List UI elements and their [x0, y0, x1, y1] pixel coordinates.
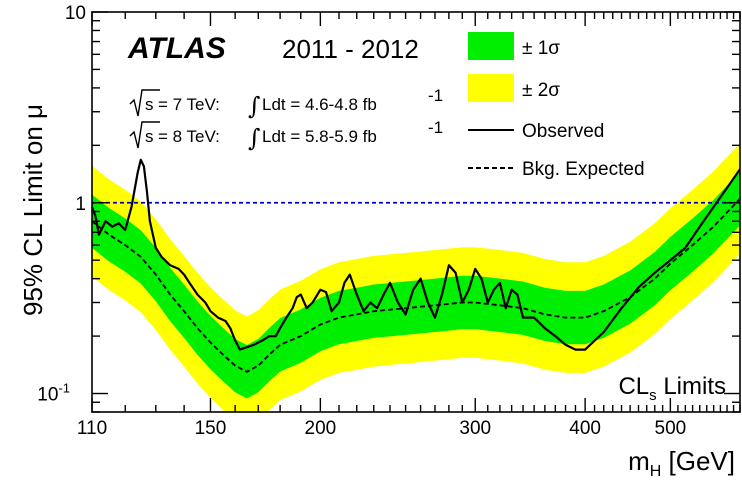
- y-axis-title: 95% CL Limit on μ: [18, 104, 48, 316]
- observed-line: [92, 158, 740, 351]
- x-tick-label: 300: [459, 418, 491, 439]
- years-label: 2011 - 2012: [282, 34, 419, 64]
- x-tick-label: 400: [569, 418, 601, 439]
- lumi-8-exponent: -1: [428, 118, 443, 137]
- experiment-label: ATLAS: [127, 32, 226, 65]
- axis-ticks: [91, 11, 741, 413]
- legend: ± 1σ ± 2σ Observed Bkg. Expected: [468, 32, 645, 180]
- integral-icon: ∫: [248, 124, 261, 152]
- x-axis-title: mH [GeV]: [628, 446, 735, 480]
- y-tick-label: 1: [75, 194, 86, 215]
- y-tick-label: 10-1: [37, 381, 70, 406]
- x-tick-label: 500: [655, 418, 687, 439]
- lumi-8-label: Ldt = 5.8-5.9 fb: [262, 127, 377, 146]
- sqrt-icon: [129, 121, 160, 149]
- x-tick-label: 200: [305, 418, 337, 439]
- legend-swatch-1sigma: [468, 32, 514, 60]
- energy-7-label: = 7 TeV:: [158, 95, 220, 114]
- y-tick-label: 10: [65, 3, 86, 24]
- legend-label-expected: Bkg. Expected: [522, 159, 645, 180]
- legend-swatch-2sigma: [468, 74, 514, 102]
- sqrt-s-label: s: [145, 127, 154, 146]
- x-tick-label: 150: [195, 418, 227, 439]
- x-tick-label: 110: [77, 418, 107, 439]
- integral-icon: ∫: [248, 92, 261, 120]
- series-lines: [92, 158, 740, 373]
- cls-annotation: CLs Limits: [618, 373, 726, 404]
- energy-8-label: = 8 TeV:: [158, 127, 220, 146]
- lumi-7-exponent: -1: [428, 86, 443, 105]
- lumi-7tev: s = 7 TeV: ∫ Ldt = 4.6-4.8 fb -1: [129, 86, 443, 120]
- legend-label-observed: Observed: [522, 121, 604, 142]
- lumi-8tev: s = 8 TeV: ∫ Ldt = 5.8-5.9 fb -1: [129, 118, 443, 152]
- legend-label-2sigma: ± 2σ: [522, 80, 560, 101]
- sqrt-icon: [129, 89, 160, 117]
- lumi-7-label: Ldt = 4.6-4.8 fb: [262, 95, 377, 114]
- sqrt-s-label: s: [145, 95, 154, 114]
- legend-label-1sigma: ± 1σ: [522, 38, 560, 59]
